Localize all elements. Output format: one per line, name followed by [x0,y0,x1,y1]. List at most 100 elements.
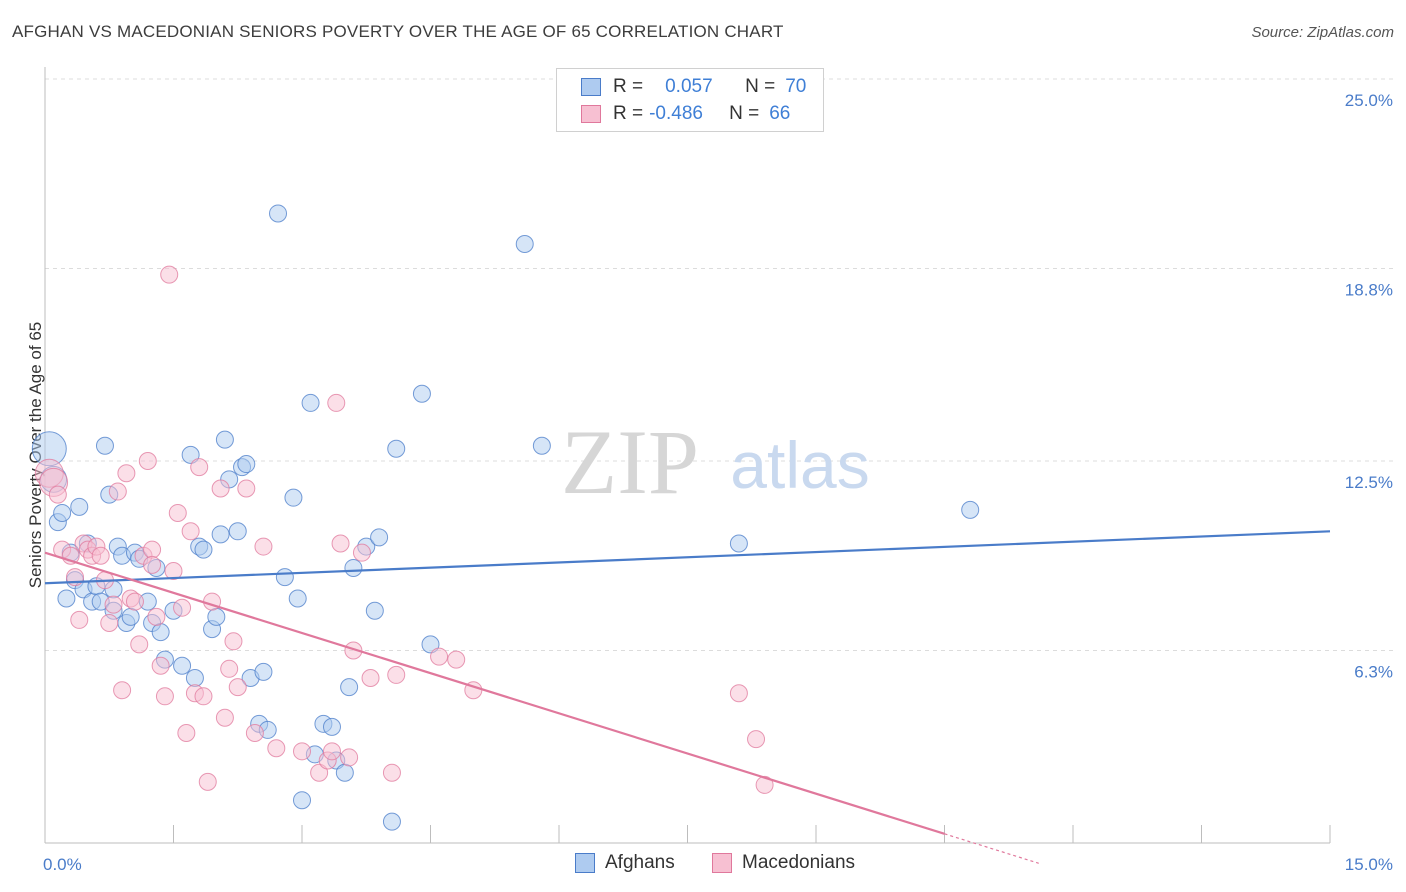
data-point[interactable] [293,742,311,761]
data-point[interactable] [729,534,748,553]
data-point[interactable] [755,775,774,794]
data-point[interactable] [138,452,157,470]
data-point[interactable] [267,739,286,758]
data-point[interactable] [185,668,204,687]
data-point[interactable] [275,568,294,587]
data-point[interactable] [173,656,192,675]
y-tick-label: 25.0% [1345,91,1393,110]
data-point[interactable] [151,623,170,642]
data-point[interactable] [108,482,127,501]
data-point[interactable] [412,384,431,403]
legend-item-afghans[interactable]: Afghans [575,852,675,874]
data-point[interactable] [70,497,89,516]
data-point[interactable] [121,607,140,626]
data-point[interactable] [293,791,311,810]
data-point[interactable] [370,528,389,547]
data-point[interactable] [729,684,748,703]
data-point[interactable] [382,763,401,782]
data-point[interactable] [344,641,363,660]
data-point[interactable] [335,763,354,782]
data-point[interactable] [95,436,114,455]
data-point[interactable] [173,598,192,617]
data-point[interactable] [515,235,534,254]
data-point[interactable] [532,436,551,455]
data-point[interactable] [365,601,384,620]
data-point[interactable] [155,687,174,706]
trend-line-macedonians [44,551,945,835]
data-point[interactable] [211,525,230,544]
r-value: -0.486 [649,103,703,124]
data-point[interactable] [228,522,247,541]
data-point[interactable] [143,540,162,559]
data-point[interactable] [382,812,401,831]
y-tick-label: 18.8% [1345,280,1393,299]
trend-line-extension [944,833,1039,864]
data-point[interactable] [104,595,123,614]
data-point[interactable] [344,558,363,577]
data-point[interactable] [207,607,226,626]
data-point[interactable] [284,488,303,507]
data-point[interactable] [387,665,406,684]
gridlines [45,78,1395,651]
data-point[interactable] [237,479,256,498]
data-point[interactable] [301,393,320,412]
data-point[interactable] [310,763,329,782]
x-tick-label-max: 15.0% [1345,855,1393,874]
data-point[interactable] [430,647,449,666]
data-point[interactable] [447,650,466,669]
data-point[interactable] [340,748,359,767]
data-point[interactable] [168,503,187,522]
watermark-zip: ZIP [561,411,699,513]
data-point[interactable] [151,656,170,675]
data-point[interactable] [747,730,766,749]
data-point[interactable] [322,717,341,736]
data-point[interactable] [194,687,213,706]
data-point[interactable] [215,708,234,727]
data-point[interactable] [181,522,200,541]
n-label: N = [729,103,760,124]
data-point[interactable] [327,393,346,412]
data-point[interactable] [181,445,200,464]
data-point[interactable] [125,592,144,611]
data-point[interactable] [215,430,234,449]
data-point[interactable] [211,479,230,498]
data-point[interactable] [237,455,256,474]
data-point[interactable] [147,607,166,626]
data-point[interactable] [224,632,243,651]
data-point[interactable] [322,742,341,761]
data-point[interactable] [228,678,247,697]
data-point[interactable] [53,503,72,522]
data-point[interactable] [143,555,162,574]
data-point[interactable] [352,543,371,562]
data-point[interactable] [194,540,213,559]
data-point[interactable] [269,204,288,223]
legend-item-macedonians[interactable]: Macedonians [712,852,855,874]
data-point[interactable] [160,265,179,284]
data-point[interactable] [254,537,273,556]
macedonians-swatch [712,853,732,873]
data-point[interactable] [331,534,350,553]
data-point[interactable] [421,635,440,654]
data-point[interactable] [961,500,980,519]
data-point[interactable] [113,681,132,700]
data-point[interactable] [254,662,273,681]
data-point[interactable] [340,678,359,697]
data-point[interactable] [48,485,67,504]
data-point[interactable] [91,546,110,565]
data-point[interactable] [198,772,217,791]
data-point[interactable] [245,723,264,742]
data-point[interactable] [164,562,183,581]
data-point[interactable] [57,589,76,608]
afghans-swatch [575,853,595,873]
data-point[interactable] [130,635,149,654]
data-point[interactable] [288,589,307,608]
data-point[interactable] [177,723,196,742]
data-point[interactable] [361,668,380,687]
data-point[interactable] [70,610,89,629]
data-point[interactable] [220,659,239,678]
data-point[interactable] [387,439,406,458]
y-tick-label: 12.5% [1345,473,1393,492]
data-point[interactable] [190,458,209,477]
data-point[interactable] [100,613,119,632]
data-point[interactable] [117,464,136,483]
